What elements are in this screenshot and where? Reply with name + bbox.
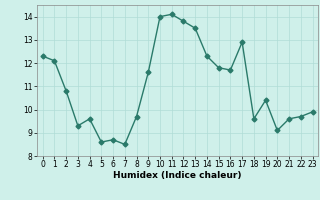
X-axis label: Humidex (Indice chaleur): Humidex (Indice chaleur)	[113, 171, 242, 180]
